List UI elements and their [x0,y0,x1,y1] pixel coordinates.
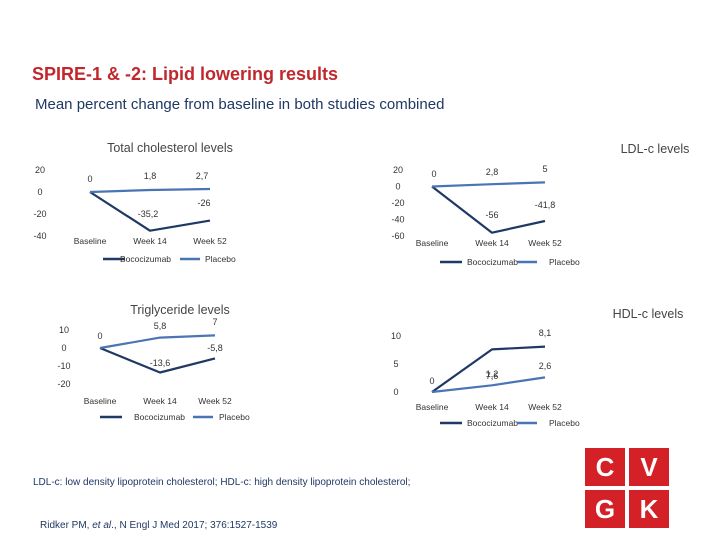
chart-title: HDL-c levels [613,307,684,321]
y-tick-label: -10 [57,361,70,371]
y-tick-label: 10 [391,331,401,341]
legend-label: Placebo [549,418,580,428]
series-line-bococizumab [89,191,211,232]
data-label: -5,8 [207,343,223,353]
legend-label: Bococizumab [467,418,518,428]
data-label: 2,7 [196,171,209,181]
data-label: 7 [212,317,217,327]
logo-letter-g: G [585,490,625,528]
slide-subtitle: Mean percent change from baseline in bot… [35,96,445,113]
x-tick-label: Week 52 [528,402,562,412]
y-tick-label: 10 [59,325,69,335]
y-tick-label: -20 [33,209,46,219]
data-label: 5 [542,164,547,174]
data-label: 0 [429,376,434,386]
data-label: -26 [197,198,210,208]
footnote: LDL-c: low density lipoprotein cholester… [33,477,411,488]
legend-label: Placebo [549,257,580,267]
legend-label: Bococizumab [467,257,518,267]
legend-label: Bococizumab [134,412,185,422]
logo-letter-v: V [629,448,669,486]
x-tick-label: Week 52 [528,238,562,248]
legend-label: Placebo [219,412,250,422]
y-tick-label: 0 [61,343,66,353]
data-label: 2,6 [539,361,552,371]
data-label: -13,6 [150,358,171,368]
x-tick-label: Baseline [84,396,117,406]
legend-label: Bococizumab [120,254,171,264]
y-tick-label: 20 [35,165,45,175]
data-label: 1,8 [144,171,157,181]
data-label: 0 [87,174,92,184]
logo-letter-k: K [629,490,669,528]
legend-label: Placebo [205,254,236,264]
total-cholesterol-chart: Total cholesterol levels 20 0 -20 -40 Baselin… [33,141,236,264]
y-tick-label: -20 [57,379,70,389]
series-line-bococizumab [431,345,546,393]
hdl-c-chart: HDL-c levels 10 5 0 Baseline Week 14 Week 52 0 7… [391,307,684,428]
data-label: -35,2 [138,209,159,219]
y-tick-label: 0 [37,187,42,197]
y-tick-label: 20 [393,165,403,175]
series-line-placebo [431,376,546,394]
data-label: 8,1 [539,328,552,338]
x-tick-label: Week 52 [198,396,232,406]
citation-journal: ., N Engl J Med 2017; 376:1527-1539 [111,520,278,531]
data-label: 0 [97,331,102,341]
ldl-c-chart: LDL-c levels 20 0 -20 -40 -60 Baseline Week 14 W… [391,142,690,267]
data-label: 5,8 [154,321,167,331]
x-tick-label: Baseline [416,402,449,412]
cvgk-logo: C V G K [583,446,671,530]
x-tick-label: Week 14 [475,238,509,248]
data-label: 1,2 [486,369,499,379]
data-label: 7,6 [486,371,499,381]
y-tick-label: 5 [393,359,398,369]
series-line-placebo [431,181,546,188]
citation-etal: et al [92,520,112,531]
citation: Ridker PM, et al., N Engl J Med 2017; 37… [40,520,277,531]
x-tick-label: Baseline [74,236,107,246]
x-tick-label: Week 14 [475,402,509,412]
x-tick-label: Week 14 [133,236,167,246]
y-tick-label: 0 [393,387,398,397]
logo-letter-c: C [585,448,625,486]
y-tick-label: 0 [395,182,400,192]
citation-authors: Ridker PM, [40,520,93,531]
series-line-bococizumab [99,346,216,374]
slide-title: SPIRE-1 & -2: Lipid lowering results [32,64,339,84]
series-line-placebo [89,187,211,194]
x-tick-label: Baseline [416,238,449,248]
y-tick-label: -40 [33,231,46,241]
y-tick-label: -40 [391,215,404,225]
y-tick-label: -60 [391,231,404,241]
triglyceride-chart: Triglyceride levels 10 0 -10 -20 Baseline Week… [57,303,250,422]
data-label: -56 [485,210,498,220]
series-line-placebo [99,334,216,350]
data-label: 0 [431,169,436,179]
chart-title: LDL-c levels [621,142,690,156]
x-tick-label: Week 14 [143,396,177,406]
y-tick-label: -20 [391,198,404,208]
data-label: 2,8 [486,167,499,177]
chart-title: Triglyceride levels [130,303,230,317]
x-tick-label: Week 52 [193,236,227,246]
chart-title: Total cholesterol levels [107,141,233,155]
series-line-bococizumab [431,185,546,234]
data-label: -41,8 [535,200,556,210]
